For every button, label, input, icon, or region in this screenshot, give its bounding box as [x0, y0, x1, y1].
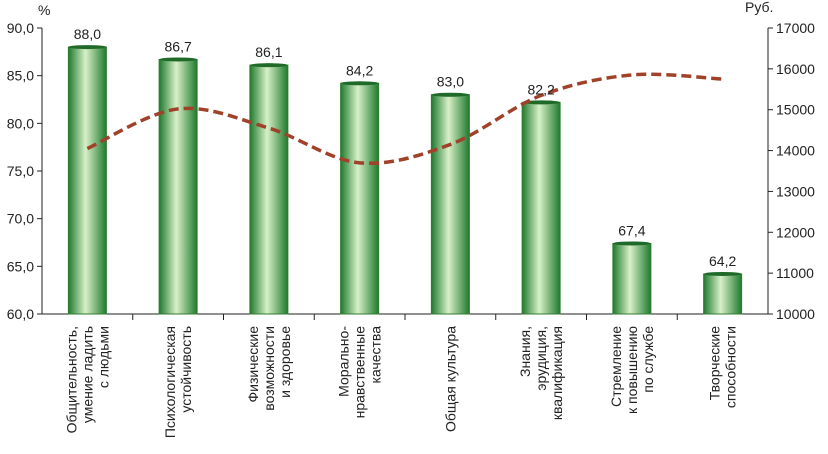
- category-label: с людьми: [95, 326, 111, 388]
- bar-top: [703, 271, 742, 276]
- right-tick-label: 10000: [776, 306, 815, 322]
- bar-value-label: 86,7: [165, 38, 192, 54]
- right-tick-label: 14000: [776, 143, 815, 159]
- bar-value-label: 64,2: [709, 253, 736, 269]
- bar: [340, 82, 380, 315]
- bar: [430, 94, 470, 315]
- category-label: Морально-: [336, 326, 352, 397]
- bar-value-label: 83,0: [437, 74, 464, 90]
- left-tick-label: 90,0: [7, 20, 34, 36]
- bar-value-label: 84,2: [346, 62, 373, 78]
- left-tick-label: 75,0: [7, 163, 34, 179]
- right-tick-label: 16000: [776, 61, 815, 77]
- axes: 60,0 65,0 70,0 75,0 80,0 85,0 90,0 10000 11000 12…: [7, 20, 815, 322]
- category-label: по службе: [640, 326, 656, 393]
- right-tick-label: 15000: [776, 102, 815, 118]
- category-label: Стремление: [608, 326, 624, 407]
- right-tick-label: 17000: [776, 20, 815, 36]
- category-label: Психологическая: [162, 326, 178, 438]
- bars: [67, 45, 743, 315]
- category-label: качества: [368, 326, 384, 384]
- category-label: квалификация: [549, 326, 565, 420]
- bar: [521, 101, 561, 315]
- category-label: Физические: [245, 326, 261, 403]
- bar-top: [431, 92, 470, 97]
- category-label: Общительность,: [63, 326, 79, 433]
- bar-top: [340, 81, 379, 86]
- category-labels: Общительность, умение ладить с людьми Психо…: [63, 326, 738, 438]
- bar: [703, 273, 743, 315]
- category-label: эрудиция,: [533, 326, 549, 391]
- right-tick-label: 13000: [776, 183, 815, 199]
- category-label: возможности: [261, 326, 277, 411]
- bar-top: [612, 241, 651, 246]
- category-label: Творческие: [707, 326, 723, 401]
- line-series: [86, 72, 723, 166]
- right-tick-label: 11000: [776, 265, 814, 281]
- left-tick-label: 60,0: [7, 306, 34, 322]
- category-label: способности: [723, 326, 739, 408]
- bar-labels: 88,0 86,7 86,1 84,2 83,0 82,2 67,4 64,2: [74, 26, 737, 269]
- bar-value-label: 88,0: [74, 26, 101, 42]
- bar-value-label: 67,4: [618, 222, 645, 238]
- bar-top: [159, 57, 198, 62]
- category-label: и здоровье: [277, 326, 293, 398]
- bar-top: [522, 100, 561, 105]
- bar: [67, 46, 107, 315]
- right-tick-label: 12000: [776, 224, 815, 240]
- bar-top: [249, 63, 288, 68]
- category-label: умение ладить: [79, 326, 95, 423]
- left-tick-label: 70,0: [7, 211, 34, 227]
- right-unit-label: Руб.: [745, 0, 773, 15]
- bar-value-label: 86,1: [255, 44, 282, 60]
- left-tick-label: 80,0: [7, 115, 34, 131]
- category-label: нравственные: [352, 326, 368, 419]
- category-label: устойчивость: [178, 326, 194, 413]
- bar-value-label: 82,2: [528, 81, 555, 97]
- bar: [249, 64, 289, 315]
- category-label: к повышению: [624, 326, 640, 414]
- line-path: [86, 72, 723, 166]
- left-unit-label: %: [38, 2, 50, 18]
- left-tick-label: 85,0: [7, 68, 34, 84]
- left-tick-label: 65,0: [7, 258, 34, 274]
- category-label: Знания,: [517, 326, 533, 377]
- bar-top: [68, 45, 107, 50]
- category-label: Общая культура: [442, 326, 458, 432]
- bar: [612, 242, 652, 315]
- bar: [158, 58, 198, 315]
